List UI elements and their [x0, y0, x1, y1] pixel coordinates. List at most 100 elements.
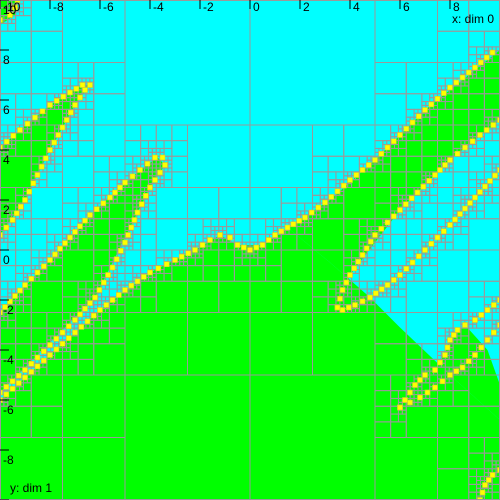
boundary-point — [0, 144, 3, 151]
boundary-point — [479, 489, 486, 496]
boundary-point — [484, 337, 491, 343]
boundary-point — [67, 89, 73, 96]
boundary-point — [17, 203, 24, 210]
boundary-point — [378, 226, 385, 232]
boundary-point — [72, 102, 78, 108]
boundary-point — [234, 242, 241, 248]
boundary-point — [34, 269, 41, 276]
boundary-point — [47, 257, 53, 263]
boundary-point — [497, 322, 500, 328]
boundary-point — [107, 194, 113, 201]
boundary-point — [116, 292, 122, 298]
boundary-point — [77, 223, 83, 230]
boundary-point — [397, 132, 403, 138]
boundary-point — [339, 307, 346, 313]
boundary-point — [359, 167, 366, 173]
inside-region — [287, 50, 500, 310]
boundary-point — [185, 250, 192, 257]
boundary-point — [417, 394, 423, 401]
boundary-point — [478, 312, 485, 318]
boundary-point — [343, 279, 350, 286]
y-tick-label: 10 — [3, 3, 17, 17]
boundary-point — [434, 234, 441, 241]
boundary-point — [59, 124, 66, 131]
boundary-point — [97, 307, 103, 313]
boundary-point — [78, 324, 85, 330]
boundary-point — [259, 242, 266, 248]
boundary-point — [62, 240, 68, 246]
boundary-point — [447, 84, 453, 91]
boundary-point — [414, 189, 421, 196]
boundary-point — [157, 169, 163, 176]
boundary-point — [452, 216, 458, 223]
boundary-point — [337, 295, 343, 302]
boundary-point — [447, 222, 453, 228]
boundary-point — [172, 257, 178, 263]
boundary-point — [457, 211, 463, 217]
boundary-point — [487, 178, 493, 184]
x-tick-label: 6 — [403, 0, 410, 14]
quadtree-cell — [468, 0, 500, 32]
boundary-point — [87, 300, 93, 306]
y-tick-label: 6 — [3, 103, 10, 117]
boundary-point — [7, 298, 13, 305]
boundary-point — [444, 344, 451, 351]
boundary-point — [497, 297, 500, 303]
boundary-point — [147, 184, 153, 191]
y-tick-label: -4 — [3, 353, 14, 367]
boundary-point — [492, 172, 498, 179]
x-tick-label: -6 — [103, 0, 114, 14]
boundary-point — [402, 201, 409, 207]
boundary-point — [227, 234, 233, 241]
boundary-point — [365, 162, 372, 168]
boundary-point — [192, 247, 198, 253]
boundary-point — [440, 90, 447, 96]
y-tick-label: 0 — [3, 253, 10, 267]
boundary-point — [483, 127, 490, 133]
boundary-point — [417, 377, 423, 383]
boundary-point — [490, 122, 497, 128]
boundary-point — [372, 157, 378, 163]
y-tick-label: 8 — [3, 53, 10, 67]
boundary-point — [137, 167, 143, 173]
boundary-point — [92, 294, 98, 301]
boundary-point — [105, 272, 111, 278]
boundary-point — [60, 93, 67, 100]
boundary-point — [272, 232, 278, 238]
boundary-point — [152, 154, 158, 161]
boundary-point — [415, 113, 422, 120]
boundary-point — [497, 117, 500, 123]
boundary-point — [30, 180, 37, 187]
x-tick-label: -4 — [153, 0, 164, 14]
boundary-point — [352, 302, 358, 308]
boundary-point — [402, 397, 408, 403]
boundary-point — [247, 247, 253, 253]
boundary-point — [459, 364, 466, 371]
boundary-point — [483, 54, 490, 61]
boundary-point — [497, 467, 500, 473]
boundary-point — [459, 74, 466, 81]
boundary-point — [9, 385, 16, 392]
boundary-point — [437, 359, 443, 366]
boundary-point — [308, 209, 315, 216]
boundary-point — [0, 389, 3, 396]
boundary-point — [66, 323, 72, 330]
boundary-point — [472, 194, 478, 201]
boundary-point — [109, 264, 116, 271]
boundary-point — [462, 322, 468, 328]
inside-region — [0, 157, 165, 393]
boundary-point — [278, 228, 285, 235]
boundary-point — [17, 287, 23, 294]
boundary-point — [217, 232, 223, 238]
boundary-point — [134, 278, 141, 285]
boundary-point — [469, 138, 476, 145]
boundary-point — [477, 189, 483, 195]
boundary-point — [22, 282, 28, 288]
boundary-point — [117, 184, 123, 191]
boundary-point — [3, 391, 10, 398]
boundary-point — [129, 173, 136, 180]
boundary-point — [253, 244, 260, 251]
boundary-point — [378, 286, 385, 293]
boundary-point — [28, 360, 35, 367]
boundary-point — [428, 101, 435, 108]
